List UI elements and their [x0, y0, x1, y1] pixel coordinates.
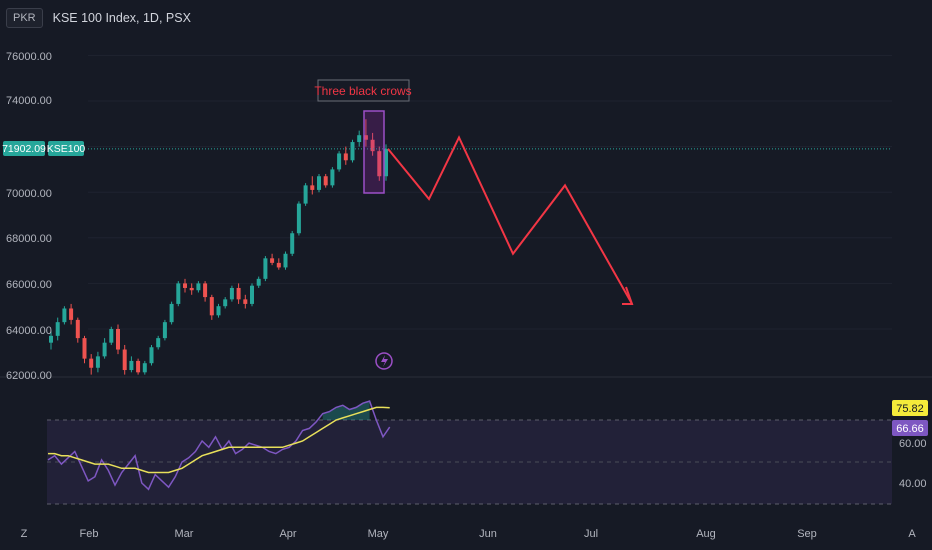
candle	[236, 287, 241, 300]
last-price-value: 71902.09	[2, 143, 46, 155]
annotation-text: Three black crows	[314, 84, 411, 98]
time-axis[interactable]: Z Feb Mar Apr May Jun Jul Aug Sep A	[21, 528, 917, 540]
candle	[384, 148, 388, 177]
price-tick-68000: 68000.00	[6, 233, 52, 245]
symbol-tag: KSE100	[47, 141, 86, 156]
candle	[363, 135, 368, 140]
log-toggle-icon[interactable]: Z	[21, 528, 28, 540]
candle	[310, 185, 315, 190]
candle	[377, 151, 382, 177]
candle	[109, 329, 114, 343]
time-label-apr: Apr	[279, 528, 296, 540]
time-label-mar: Mar	[175, 528, 194, 540]
rsi-line	[47, 400, 391, 491]
time-label-aug: Aug	[696, 528, 716, 540]
symbol-value: KSE100	[47, 143, 86, 155]
candle	[142, 363, 147, 373]
lightning-icon[interactable]	[375, 352, 393, 370]
rsi-overbought-fill	[322, 401, 370, 420]
candle	[296, 203, 301, 234]
candle	[89, 358, 94, 368]
last-price-tag: 71902.09	[2, 141, 46, 156]
candle	[337, 153, 342, 170]
time-label-jul: Jul	[584, 528, 598, 540]
candle	[82, 338, 87, 359]
time-label-feb: Feb	[80, 528, 99, 540]
pattern-highlight-box[interactable]	[363, 110, 385, 194]
candle	[250, 285, 254, 304]
candle	[209, 297, 214, 316]
price-tick-76000: 76000.00	[6, 51, 52, 63]
rsi-ma-line	[48, 406, 390, 474]
candle	[55, 322, 60, 336]
candle	[183, 283, 187, 288]
candle	[122, 349, 127, 371]
rsi-axis[interactable]: 60.00 40.00 75.82 66.66	[892, 400, 928, 490]
candle	[243, 299, 248, 304]
candle	[176, 283, 181, 304]
candle	[317, 176, 321, 190]
candle	[357, 135, 362, 143]
candle	[203, 283, 208, 298]
candle	[129, 360, 134, 371]
candle	[95, 356, 100, 368]
symbol-title[interactable]: KSE 100 Index, 1D, PSX	[52, 11, 191, 25]
rsi-tick-60: 60.00	[899, 438, 927, 450]
candle	[216, 306, 221, 316]
pattern-annotation[interactable]: Three black crows	[314, 79, 412, 102]
candle	[229, 287, 234, 300]
candle	[162, 322, 167, 339]
candle	[156, 338, 161, 348]
price-tick-74000: 74000.00	[6, 95, 52, 107]
candle	[343, 153, 348, 161]
candle	[189, 287, 194, 291]
candle	[49, 335, 53, 343]
time-label-sep: Sep	[797, 528, 817, 540]
candle	[102, 342, 107, 357]
candlestick-series	[49, 119, 388, 375]
candle	[149, 347, 154, 364]
candle	[263, 258, 268, 279]
candle	[223, 299, 228, 307]
price-axis[interactable]: 76000.00 74000.00 70000.00 68000.00 6600…	[6, 51, 52, 382]
candle	[323, 176, 328, 186]
candle	[350, 142, 355, 161]
projection-zigzag[interactable]	[387, 135, 633, 305]
arrow-head	[622, 286, 634, 305]
candle	[276, 262, 281, 268]
rsi-band	[47, 420, 892, 504]
currency-badge[interactable]: PKR	[6, 8, 43, 28]
time-label-may: May	[368, 528, 389, 540]
candle	[75, 319, 80, 339]
candle	[370, 139, 375, 152]
price-tick-64000: 64000.00	[6, 325, 52, 337]
candle	[256, 278, 261, 286]
price-tick-70000: 70000.00	[6, 188, 52, 200]
candle	[116, 329, 120, 350]
candle	[303, 185, 308, 204]
rsi-ma-badge: 75.82	[896, 403, 924, 415]
rsi-badge: 66.66	[896, 423, 924, 435]
rsi-tick-40: 40.00	[899, 478, 927, 490]
candle	[330, 169, 335, 186]
candle	[283, 253, 288, 268]
candle	[69, 308, 74, 320]
chart-header: PKR KSE 100 Index, 1D, PSX	[6, 8, 191, 28]
candle	[169, 303, 174, 323]
auto-scale-icon[interactable]: A	[908, 528, 916, 540]
price-tick-62000: 62000.00	[6, 370, 52, 382]
candle	[136, 360, 141, 373]
candle	[290, 233, 295, 254]
price-tick-66000: 66000.00	[6, 279, 52, 291]
time-label-jun: Jun	[479, 528, 497, 540]
candle	[270, 258, 275, 263]
candle	[62, 308, 67, 323]
candle	[196, 283, 201, 291]
